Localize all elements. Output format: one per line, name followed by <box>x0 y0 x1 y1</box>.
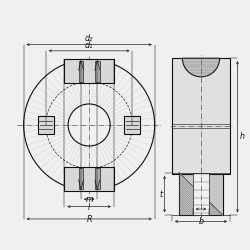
Bar <box>95 168 100 189</box>
Text: d₁: d₁ <box>85 40 93 50</box>
Bar <box>78 61 84 82</box>
Bar <box>38 116 54 134</box>
Bar <box>78 168 84 189</box>
Text: R: R <box>86 216 92 224</box>
Bar <box>193 173 209 215</box>
Text: b: b <box>198 217 203 226</box>
Text: m: m <box>85 194 93 203</box>
Bar <box>179 173 223 215</box>
Text: G: G <box>198 204 204 213</box>
Text: t: t <box>159 190 162 198</box>
Text: h: h <box>240 132 244 141</box>
Bar <box>95 61 100 82</box>
Bar <box>172 58 230 174</box>
Bar <box>124 116 140 134</box>
Bar <box>64 167 114 190</box>
Bar <box>64 60 114 83</box>
Text: d₂: d₂ <box>85 34 93 43</box>
Text: l: l <box>88 202 90 211</box>
Wedge shape <box>182 58 220 77</box>
